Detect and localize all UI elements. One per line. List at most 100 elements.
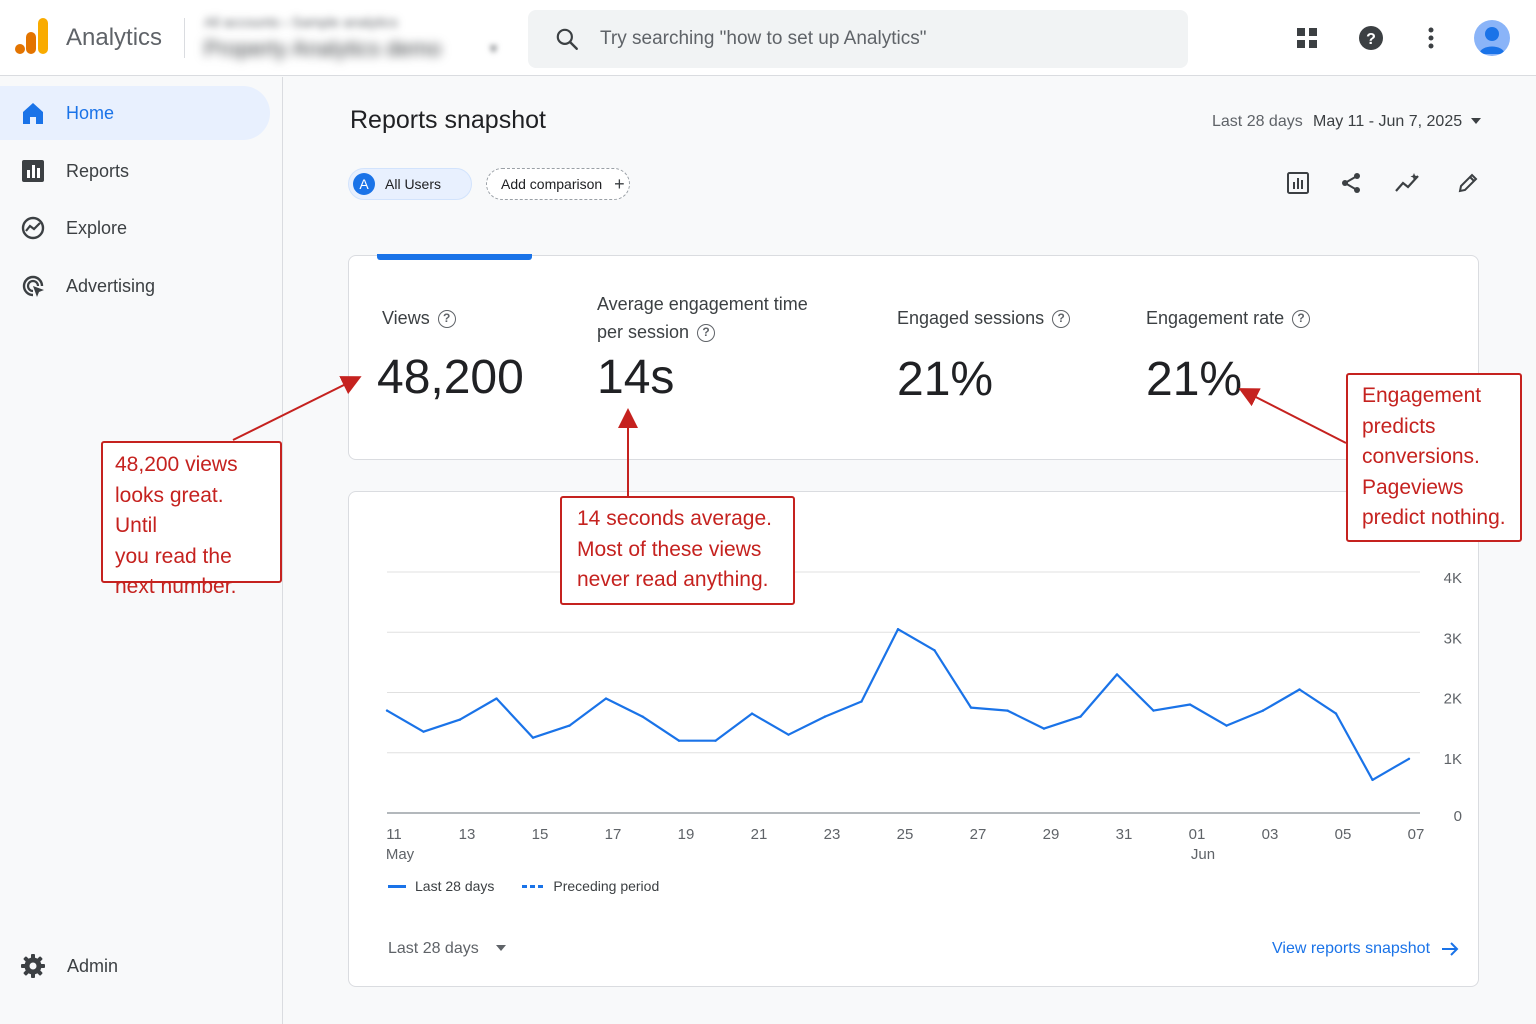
y-tick-label: 1K	[1444, 751, 1462, 768]
help-icon[interactable]: ?	[697, 324, 716, 343]
explore-icon	[21, 216, 45, 240]
data-point	[1042, 727, 1046, 730]
metric-engaged-sessions-label[interactable]: Engaged sessions?	[897, 304, 1071, 332]
metric-engagement-rate-label[interactable]: Engagement rate?	[1146, 304, 1311, 332]
x-tick-label: 17	[605, 826, 622, 843]
property-selector[interactable]: Property Analytics demo	[204, 36, 442, 61]
help-icon[interactable]: ?	[1052, 310, 1071, 329]
annotation-line: 48,200 views	[115, 453, 238, 476]
search-input[interactable]	[600, 24, 1160, 54]
all-users-chip[interactable]: A All Users	[348, 168, 472, 200]
chart-range-label: Last 28 days	[388, 940, 479, 957]
annotation-line: next number.	[115, 575, 237, 598]
add-comparison-button[interactable]: Add comparison +	[486, 168, 630, 200]
top-bar: Analytics All accounts › Sample analytic…	[0, 0, 1536, 76]
arrow-right-icon	[1442, 942, 1459, 956]
sidebar-item-reports[interactable]: Reports	[0, 144, 270, 198]
metric-label-text: Engagement rate	[1146, 308, 1285, 328]
plus-icon: +	[614, 173, 625, 194]
annotation-engagement-time: 14 seconds average. Most of these views …	[560, 496, 795, 605]
share-icon[interactable]	[1336, 168, 1366, 198]
metric-views-label[interactable]: Views?	[382, 304, 456, 332]
selected-metric-indicator	[377, 254, 532, 260]
chart-card	[348, 491, 1479, 987]
x-tick-label: 21	[751, 826, 768, 843]
data-point	[1298, 688, 1301, 691]
sidebar-item-admin[interactable]: Admin	[0, 939, 270, 993]
gear-icon	[21, 954, 45, 978]
chart-legend: Last 28 days Preceding period	[388, 878, 659, 894]
metric-label-text: per session	[597, 322, 690, 342]
sidebar-item-advertising[interactable]: Advertising	[0, 259, 270, 313]
sidebar-item-label: Advertising	[66, 276, 156, 296]
x-tick-label: 29	[1043, 826, 1060, 843]
annotation-line: conversions.	[1362, 445, 1480, 468]
sidebar-item-explore[interactable]: Explore	[0, 201, 270, 255]
data-point	[750, 712, 754, 715]
customize-report-icon[interactable]	[1283, 168, 1313, 198]
date-range-label: Last 28 days	[1212, 113, 1303, 130]
data-point	[1225, 724, 1228, 727]
data-point	[860, 700, 863, 703]
search-icon	[556, 28, 578, 50]
metric-label-text: Average engagement time	[597, 294, 808, 314]
home-icon	[23, 103, 43, 124]
data-point	[714, 739, 717, 742]
app-name: Analytics	[66, 24, 163, 51]
data-point	[531, 736, 535, 739]
data-point	[385, 709, 389, 712]
data-point	[823, 715, 827, 718]
series-line-last-28-days	[386, 628, 1410, 782]
data-point	[1371, 778, 1374, 782]
more-options-icon[interactable]	[1415, 22, 1447, 54]
data-point	[969, 706, 973, 709]
link-label: View reports snapshot	[1272, 940, 1431, 957]
x-tick-label: 31	[1116, 826, 1133, 843]
property-dropdown-icon[interactable]: ▾	[490, 40, 498, 56]
sidebar-item-home[interactable]: Home	[0, 86, 270, 140]
chart-range-dropdown[interactable]: Last 28 days	[388, 940, 507, 958]
data-point	[1188, 703, 1192, 706]
view-reports-snapshot-link[interactable]: View reports snapshot	[1272, 940, 1460, 958]
x-tick-label: 23	[824, 826, 841, 843]
data-point	[1261, 709, 1265, 712]
annotation-line: looks great. Until	[115, 483, 224, 538]
annotation-line: 14 seconds average.	[577, 507, 772, 530]
apps-grid-icon[interactable]	[1291, 22, 1323, 54]
data-point	[458, 718, 462, 721]
data-point	[422, 730, 425, 733]
y-tick-label: 4K	[1444, 570, 1462, 587]
data-point	[933, 649, 936, 652]
divider	[184, 18, 185, 58]
metric-engagement-time-label[interactable]: Average engagement time per session?	[597, 290, 808, 346]
help-icon[interactable]: ?	[1355, 22, 1387, 54]
insights-icon[interactable]	[1393, 168, 1423, 198]
annotation-line: Engagement	[1362, 384, 1482, 407]
annotation-views: 48,200 views looks great. Until you read…	[101, 441, 282, 598]
search-bar[interactable]	[528, 10, 1188, 68]
chip-label: All Users	[385, 176, 442, 192]
x-tick-label: 27	[970, 826, 987, 843]
data-point	[495, 697, 498, 700]
x-tick-label: 19	[678, 826, 695, 843]
metric-views-value: 48,200	[377, 351, 524, 404]
chevron-down-icon[interactable]	[1470, 116, 1482, 126]
analytics-logo-icon[interactable]	[14, 16, 50, 56]
edit-icon[interactable]	[1453, 168, 1483, 198]
sidebar-item-label: Explore	[66, 218, 128, 238]
y-tick-label: 3K	[1444, 630, 1462, 647]
x-tick-label: 03	[1262, 826, 1279, 843]
account-breadcrumb[interactable]: All accounts › Sample analytics	[204, 14, 398, 30]
sidebar-item-label: Admin	[67, 956, 119, 976]
sidebar-item-label: Home	[66, 103, 115, 123]
x-tick-label: 13	[459, 826, 476, 843]
avatar[interactable]	[1474, 20, 1510, 56]
legend-item: Preceding period	[553, 878, 660, 894]
annotation-line: Most of these views	[577, 537, 762, 561]
y-tick-label: 0	[1454, 808, 1462, 825]
help-icon[interactable]: ?	[1292, 310, 1311, 329]
annotation-line: you read the	[115, 544, 232, 568]
x-tick-month-label: May	[386, 846, 415, 863]
help-icon[interactable]: ?	[437, 310, 456, 329]
date-range-picker[interactable]: May 11 - Jun 7, 2025	[1313, 113, 1463, 130]
